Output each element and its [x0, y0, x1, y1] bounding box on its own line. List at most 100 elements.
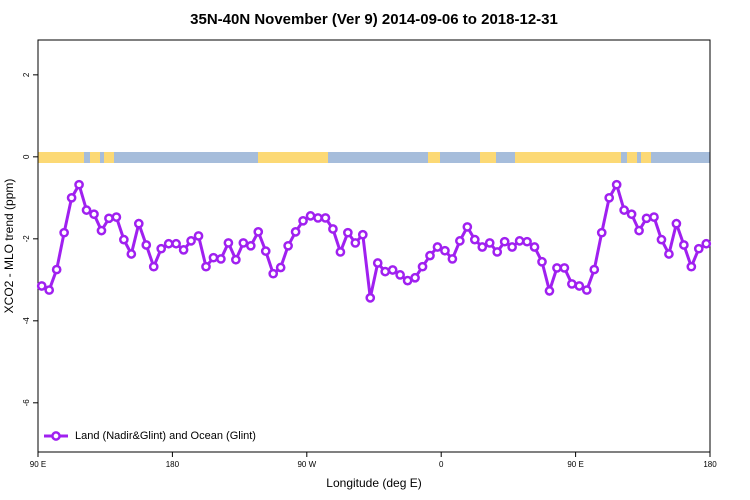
data-point	[544, 286, 555, 296]
data-point	[320, 213, 331, 223]
data-point	[567, 279, 577, 289]
data-point	[664, 249, 674, 259]
data-point	[462, 222, 473, 232]
data-point	[148, 261, 159, 272]
data-point	[417, 261, 428, 272]
legend-label: Land (Nadir&Glint) and Ocean (Glint)	[75, 430, 256, 442]
x-tick-label: 90 E	[567, 460, 583, 469]
land-band	[258, 152, 328, 163]
data-point	[186, 236, 196, 246]
data-point	[350, 238, 361, 248]
land-band	[480, 152, 496, 163]
data-point	[245, 240, 256, 251]
data-point	[484, 238, 495, 248]
data-point	[671, 218, 682, 229]
data-point	[686, 261, 697, 272]
chart-title: 35N-40N November (Ver 9) 2014-09-06 to 2…	[190, 11, 558, 28]
data-point	[119, 234, 129, 245]
data-point	[372, 258, 383, 268]
data-point	[126, 249, 137, 259]
data-point	[559, 263, 570, 273]
plot-frame	[37, 39, 711, 453]
x-tick-label: 0	[439, 460, 444, 469]
y-axis-label: XCO2 - MLO trend (ppm)	[2, 179, 16, 314]
data-point	[432, 242, 443, 252]
data-point	[260, 246, 271, 256]
x-tick-label: 180	[703, 460, 717, 469]
y-tick-label: -2	[22, 235, 31, 243]
data-point	[701, 238, 712, 249]
data-point	[634, 225, 644, 236]
y-tick-label: 2	[22, 72, 31, 77]
data-point	[81, 205, 92, 215]
data-point	[275, 262, 286, 273]
data-point	[440, 245, 450, 256]
data-point	[328, 224, 338, 234]
y-tick-label: -4	[22, 317, 31, 325]
data-point	[283, 240, 293, 251]
data-point	[604, 192, 615, 203]
data-point	[208, 252, 219, 263]
y-tick-label: 0	[22, 154, 31, 159]
data-point	[619, 205, 629, 215]
land-band	[515, 152, 621, 163]
data-point	[163, 238, 174, 249]
data-point	[96, 225, 107, 236]
land-band	[627, 152, 637, 163]
data-point	[529, 242, 540, 252]
data-point	[253, 227, 264, 237]
data-point	[44, 285, 55, 295]
data-point	[447, 254, 458, 264]
data-point	[111, 212, 122, 222]
data-point	[380, 266, 391, 277]
data-point	[581, 285, 592, 295]
data-point	[223, 238, 234, 248]
data-point	[343, 227, 353, 238]
data-point	[552, 263, 562, 273]
data-point	[611, 179, 622, 190]
data-point	[596, 227, 607, 238]
data-point	[492, 247, 503, 257]
land-band	[428, 152, 440, 163]
data-point	[574, 281, 585, 291]
land-band	[641, 152, 651, 163]
data-point	[425, 250, 435, 261]
data-point	[193, 231, 204, 241]
data-point	[693, 243, 704, 254]
data-point	[89, 209, 99, 220]
data-point	[455, 236, 465, 246]
data-point	[298, 215, 308, 226]
data-point	[477, 242, 488, 252]
x-axis-label: Longitude (deg E)	[326, 476, 421, 490]
data-point	[268, 268, 279, 279]
data-point	[656, 234, 667, 245]
data-point	[171, 238, 181, 249]
data-point	[59, 227, 69, 238]
data-point	[335, 247, 346, 257]
data-point	[133, 218, 144, 229]
ocean-band	[38, 152, 710, 163]
data-point	[357, 229, 368, 240]
data-point	[313, 213, 323, 223]
data-point	[201, 261, 211, 272]
data-point	[216, 254, 226, 264]
x-tick-label: 90 W	[297, 460, 316, 469]
legend-marker	[51, 431, 61, 441]
data-point	[387, 265, 398, 275]
data-point	[410, 272, 420, 283]
data-point	[537, 256, 547, 267]
data-point	[626, 209, 637, 220]
data-point	[395, 270, 405, 280]
data-point	[51, 264, 62, 275]
data-point	[290, 227, 301, 237]
data-point	[514, 236, 525, 246]
data-point	[522, 236, 532, 247]
land-band	[104, 152, 114, 163]
data-point	[238, 238, 249, 248]
land-band	[38, 152, 84, 163]
x-tick-label: 90 E	[30, 460, 46, 469]
data-point	[36, 281, 47, 291]
data-point	[402, 275, 413, 286]
data-point	[231, 254, 241, 265]
data-point	[589, 264, 600, 275]
